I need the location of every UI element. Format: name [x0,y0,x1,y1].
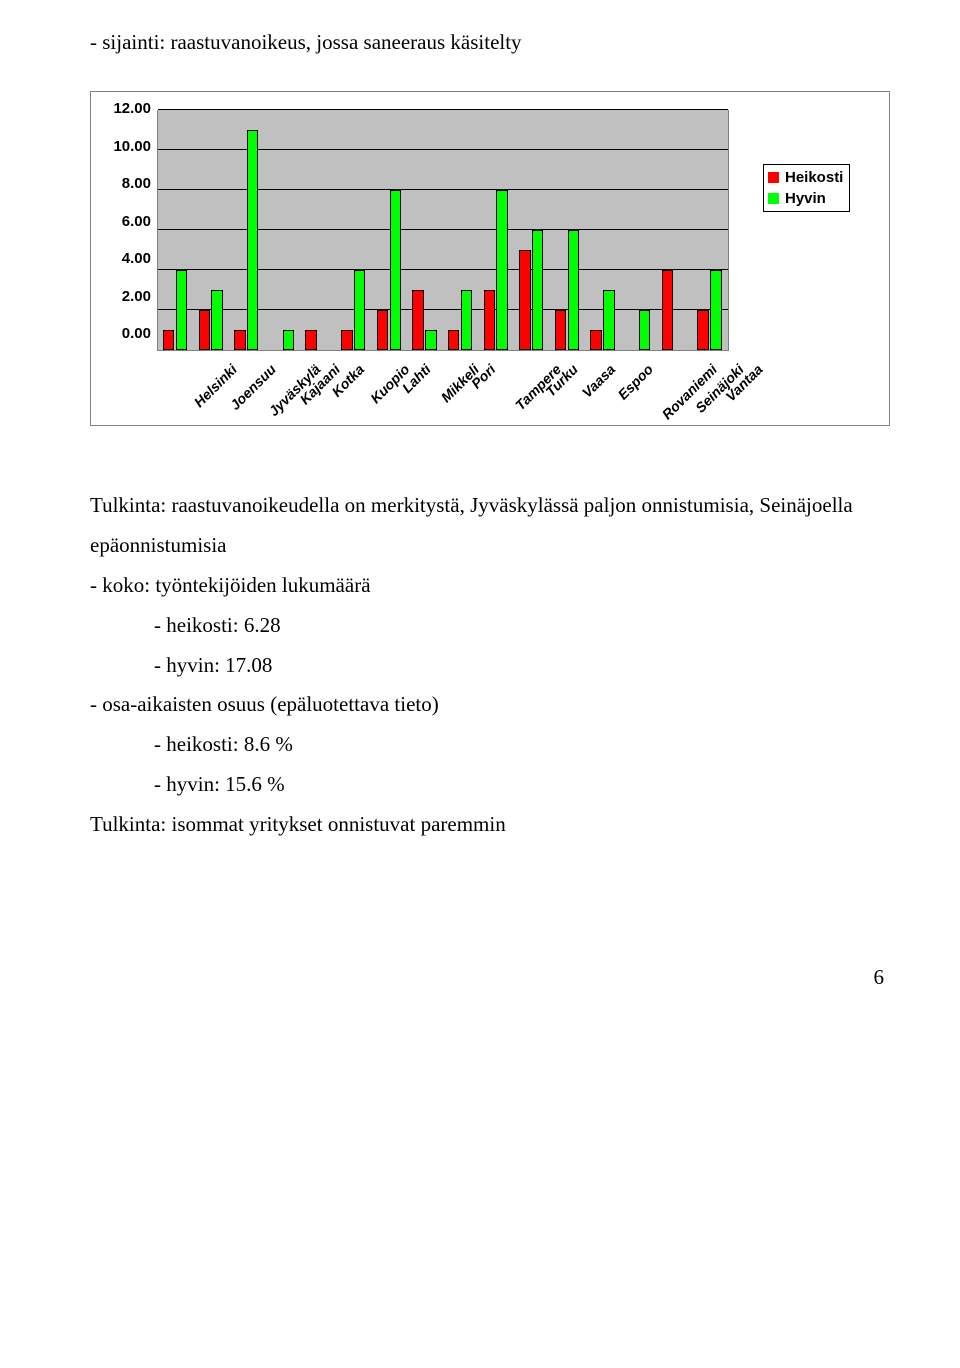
x-tick-cell: Tampere [478,353,514,419]
bar-heikosti [697,310,708,350]
bar-group [372,110,408,350]
legend-item-heikosti: Heikosti [768,167,843,188]
y-tick-label: 4.00 [105,251,151,266]
bar-group [336,110,372,350]
x-axis-ticks: HelsinkiJoensuuJyväskyläKajaaniKotkaKuop… [157,353,727,419]
osa-hyvin: - hyvin: 15.6 % [90,765,890,805]
bar-heikosti [341,330,352,350]
x-tick-cell: Lahti [371,353,407,419]
y-tick-label: 10.00 [105,139,151,154]
bar-hyvin [425,330,436,350]
bar-heikosti [234,330,245,350]
y-tick-label: 8.00 [105,176,151,191]
chart-plot-area [157,110,729,351]
bar-hyvin [603,290,614,350]
bar-group [158,110,194,350]
legend-label-hyvin: Hyvin [785,188,826,209]
bar-group [194,110,230,350]
osa-heikosti: - heikosti: 8.6 % [90,725,890,765]
bar-group [621,110,657,350]
x-tick-cell: Turku [513,353,549,419]
bar-hyvin [639,310,650,350]
x-tick-cell: Kajaani [264,353,300,419]
bar-heikosti [662,270,673,350]
bar-group [407,110,443,350]
legend-swatch-hyvin [768,193,779,204]
y-axis-ticks: 12.00 10.00 8.00 6.00 4.00 2.00 0.00 [105,101,157,341]
bar-hyvin [354,270,365,350]
bar-group [514,110,550,350]
bar-hyvin [710,270,721,350]
x-tick-cell: Mikkeli [406,353,442,419]
bar-group [550,110,586,350]
bar-hyvin [461,290,472,350]
x-tick-cell: Jyväskylä [228,353,264,419]
page-number: 6 [90,965,890,990]
page-heading: - sijainti: raastuvanoikeus, jossa sanee… [90,30,890,55]
bar-hyvin [247,130,258,350]
y-tick-label: 12.00 [105,101,151,116]
bar-heikosti [305,330,316,350]
interpretation-2: Tulkinta: isommat yritykset onnistuvat p… [90,805,890,845]
x-tick-cell: Kotka [300,353,336,419]
x-tick-cell: Espoo [585,353,621,419]
x-tick-cell: Joensuu [193,353,229,419]
y-tick-label: 6.00 [105,214,151,229]
legend-label-heikosti: Heikosti [785,167,843,188]
x-tick-cell: Rovaniemi [620,353,656,419]
koko-heikosti: - heikosti: 6.28 [90,606,890,646]
bar-heikosti [199,310,210,350]
y-tick-label: 2.00 [105,289,151,304]
bar-heikosti [377,310,388,350]
bar-heikosti [590,330,601,350]
chart-legend: Heikosti Hyvin [763,164,850,212]
bar-group [586,110,622,350]
bar-hyvin [176,270,187,350]
bar-hyvin [211,290,222,350]
legend-item-hyvin: Hyvin [768,188,843,209]
x-tick-cell: Seinäjoki [656,353,692,419]
y-tick-label: 0.00 [105,326,151,341]
bar-group [301,110,337,350]
bar-group [657,110,693,350]
bar-heikosti [555,310,566,350]
bar-group [229,110,265,350]
interpretation-1: Tulkinta: raastuvanoikeudella on merkity… [90,486,890,566]
x-tick-cell: Pori [442,353,478,419]
bar-hyvin [390,190,401,350]
osa-heading: - osa-aikaisten osuus (epäluotettava tie… [90,685,890,725]
bar-hyvin [568,230,579,350]
bar-group [479,110,515,350]
x-tick-cell: Vantaa [691,353,727,419]
bar-heikosti [519,250,530,350]
bar-hyvin [283,330,294,350]
koko-hyvin: - hyvin: 17.08 [90,646,890,686]
bar-hyvin [532,230,543,350]
bar-heikosti [484,290,495,350]
bar-heikosti [412,290,423,350]
bar-group [692,110,728,350]
koko-heading: - koko: työntekijöiden lukumäärä [90,566,890,606]
bar-hyvin [496,190,507,350]
bar-heikosti [163,330,174,350]
bar-group [265,110,301,350]
x-tick-cell: Kuopio [335,353,371,419]
body-text: Tulkinta: raastuvanoikeudella on merkity… [90,486,890,845]
x-tick-cell: Vaasa [549,353,585,419]
legend-swatch-heikosti [768,172,779,183]
bar-group [443,110,479,350]
x-tick-cell: Helsinki [157,353,193,419]
chart-container: 12.0010.008.006.004.002.000.00 HelsinkiJ… [90,91,890,426]
bar-heikosti [448,330,459,350]
